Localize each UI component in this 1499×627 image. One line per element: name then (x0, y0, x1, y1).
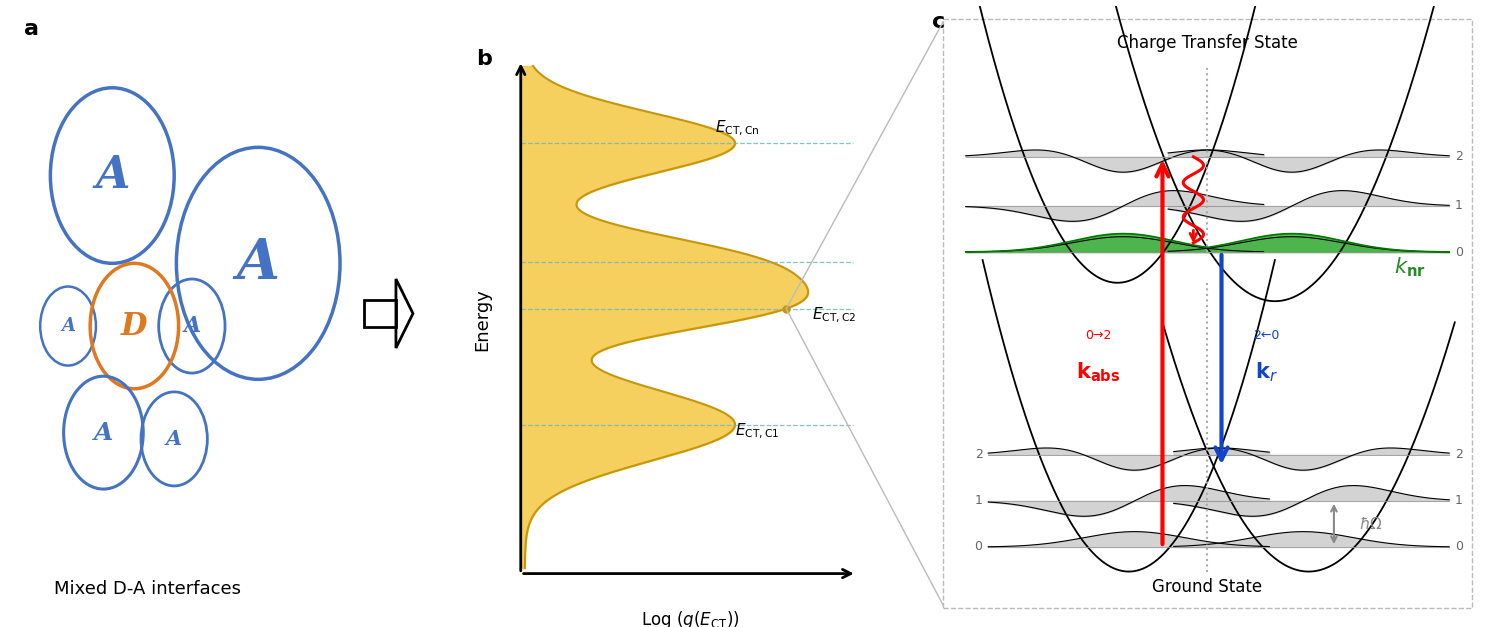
Text: 2: 2 (1454, 150, 1463, 163)
Text: A: A (183, 315, 201, 337)
Text: $E_\mathrm{CT,C2}$: $E_\mathrm{CT,C2}$ (812, 306, 856, 325)
Text: Ground State: Ground State (1153, 578, 1262, 596)
Text: 2: 2 (1454, 448, 1463, 461)
Text: D: D (121, 310, 147, 342)
Text: $\hbar\Omega$: $\hbar\Omega$ (1360, 516, 1384, 532)
Text: 1: 1 (1454, 495, 1463, 507)
Text: 2: 2 (974, 448, 982, 461)
Text: 0: 0 (974, 540, 982, 554)
Text: 0→2: 0→2 (1085, 329, 1111, 342)
Text: 0: 0 (1454, 540, 1463, 554)
Text: A: A (166, 429, 183, 449)
Text: $\mathbf{k}_{\mathbf{abs}}$: $\mathbf{k}_{\mathbf{abs}}$ (1076, 360, 1120, 384)
Text: Log ($g$($E_\mathrm{CT}$)): Log ($g$($E_\mathrm{CT}$)) (642, 609, 741, 627)
Text: c: c (932, 13, 946, 33)
Text: Charge Transfer State: Charge Transfer State (1117, 34, 1298, 52)
Text: $\mathbf{k}_{r}$: $\mathbf{k}_{r}$ (1255, 360, 1277, 384)
Text: b: b (477, 50, 492, 70)
Text: A: A (94, 421, 112, 445)
Text: Energy: Energy (474, 288, 492, 351)
Text: $k_{\mathbf{nr}}$: $k_{\mathbf{nr}}$ (1394, 256, 1426, 279)
Text: 1: 1 (974, 495, 982, 507)
Text: a: a (24, 19, 39, 39)
Text: A: A (61, 317, 75, 335)
Text: $E_\mathrm{CT,C1}$: $E_\mathrm{CT,C1}$ (735, 422, 779, 441)
Text: A: A (94, 154, 129, 197)
Text: 1: 1 (1454, 199, 1463, 213)
Text: 2←0: 2←0 (1253, 329, 1280, 342)
Text: $E_\mathrm{CT,Cn}$: $E_\mathrm{CT,Cn}$ (715, 119, 760, 138)
Text: 0: 0 (1454, 246, 1463, 258)
Text: A: A (237, 236, 280, 291)
Text: Mixed D-A interfaces: Mixed D-A interfaces (54, 581, 241, 598)
